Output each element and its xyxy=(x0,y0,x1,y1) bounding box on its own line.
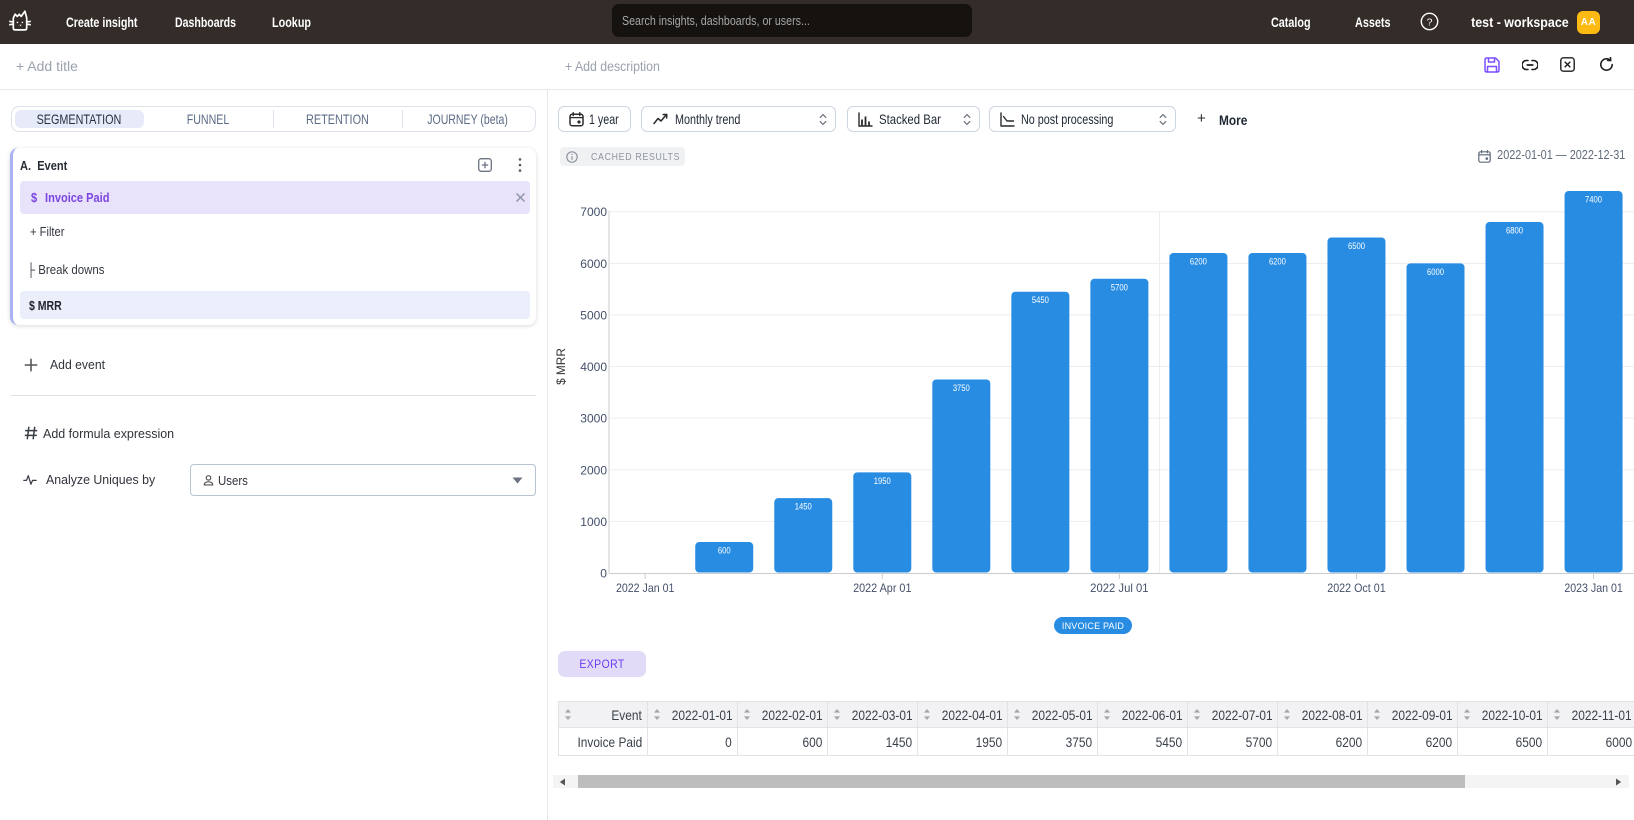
svg-text:1450: 1450 xyxy=(795,502,812,512)
svg-text:5450: 5450 xyxy=(1032,295,1049,305)
svg-text:$ MRR: $ MRR xyxy=(554,348,568,385)
svg-text:0: 0 xyxy=(600,567,607,581)
svg-text:6200: 6200 xyxy=(1269,256,1286,266)
svg-text:6000: 6000 xyxy=(1427,267,1444,277)
svg-text:3750: 3750 xyxy=(953,383,970,393)
svg-text:6800: 6800 xyxy=(1506,226,1523,236)
svg-text:2023 Jan 01: 2023 Jan 01 xyxy=(1564,581,1623,595)
svg-text:6200: 6200 xyxy=(1190,256,1207,266)
svg-text:6000: 6000 xyxy=(580,257,607,271)
svg-text:7400: 7400 xyxy=(1585,195,1602,205)
svg-text:5700: 5700 xyxy=(1111,282,1128,292)
svg-text:2022 Jul 01: 2022 Jul 01 xyxy=(1090,581,1149,595)
svg-text:6500: 6500 xyxy=(1348,241,1365,251)
svg-text:2022 Jan 01: 2022 Jan 01 xyxy=(616,581,675,595)
svg-text:2000: 2000 xyxy=(580,463,607,477)
svg-text:?: ? xyxy=(1427,16,1433,28)
svg-text:5000: 5000 xyxy=(580,308,607,322)
svg-text:4000: 4000 xyxy=(580,360,607,374)
svg-text:3000: 3000 xyxy=(580,412,607,426)
svg-text:7000: 7000 xyxy=(580,205,607,219)
svg-text:1000: 1000 xyxy=(580,515,607,529)
svg-text:2022 Oct 01: 2022 Oct 01 xyxy=(1327,581,1386,595)
svg-text:2022 Apr 01: 2022 Apr 01 xyxy=(853,581,912,595)
svg-text:600: 600 xyxy=(718,546,731,556)
svg-text:1950: 1950 xyxy=(874,476,891,486)
